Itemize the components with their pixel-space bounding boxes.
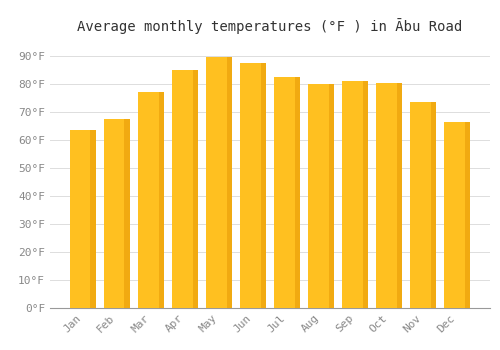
Bar [431,102,436,308]
Bar [397,83,402,308]
Title: Average monthly temperatures (°F ) in Ābu Road: Average monthly temperatures (°F ) in Āb… [78,18,462,34]
Bar [90,130,96,308]
Bar [138,92,164,308]
Bar [376,83,402,308]
Bar [260,63,266,308]
Bar [192,70,198,308]
Bar [158,92,164,308]
Bar [444,122,470,308]
Bar [70,130,96,308]
Bar [465,122,470,308]
Bar [342,81,368,308]
Bar [274,77,300,308]
Bar [206,57,232,308]
Bar [328,84,334,308]
Bar [308,84,334,308]
Bar [226,57,232,308]
Bar [104,119,130,308]
Bar [363,81,368,308]
Bar [410,102,436,308]
Bar [240,63,266,308]
Bar [294,77,300,308]
Bar [172,70,198,308]
Bar [124,119,130,308]
